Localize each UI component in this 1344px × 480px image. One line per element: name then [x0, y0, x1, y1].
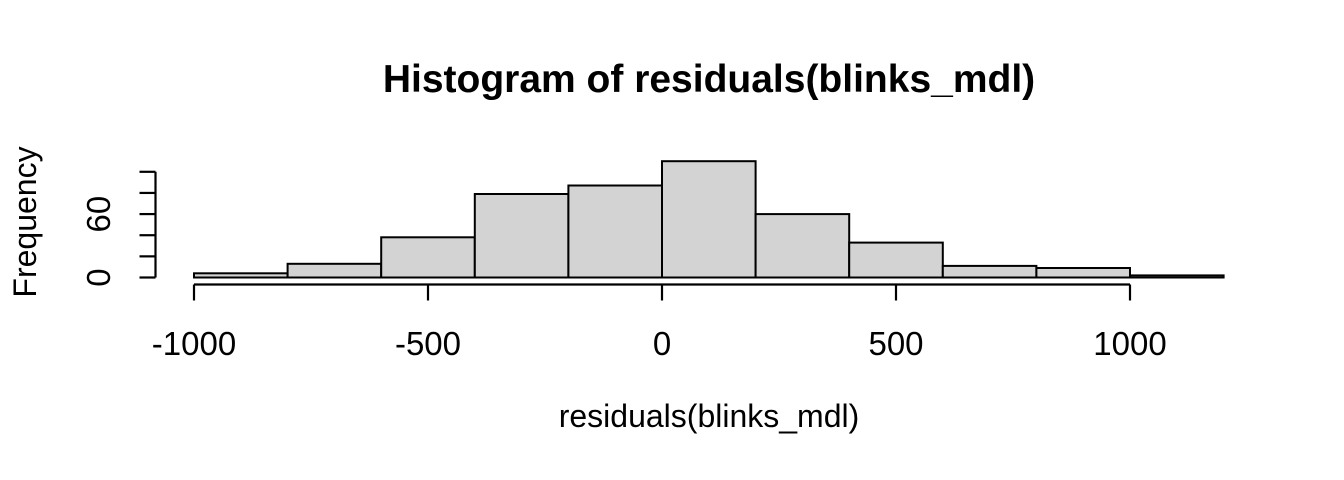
y-tick-label: 0	[80, 268, 117, 286]
x-tick-label: 500	[868, 325, 923, 362]
histogram-bar	[941, 264, 1038, 279]
histogram-bar	[286, 262, 383, 279]
x-tick-label: 0	[653, 325, 671, 362]
x-tick-label: -1000	[152, 325, 236, 362]
y-axis-label: Frequency	[7, 146, 43, 297]
histogram-bars	[193, 160, 1225, 279]
histogram-bar	[473, 193, 570, 279]
axes: -1000 -500 0 500 1000 0 60	[80, 170, 1167, 362]
histogram-bar	[1035, 267, 1132, 279]
chart-title: Histogram of residuals(blinks_mdl)	[383, 58, 1035, 101]
histogram-bar	[754, 213, 851, 279]
x-axis-label: residuals(blinks_mdl)	[559, 398, 860, 434]
y-tick-label: 60	[80, 196, 117, 233]
histogram-bar	[1129, 274, 1225, 279]
histogram-bar	[567, 184, 664, 279]
histogram-bar	[193, 272, 289, 279]
histogram-bar	[848, 241, 944, 279]
x-tick-label: -500	[395, 325, 461, 362]
histogram-bar	[661, 160, 757, 279]
x-tick-label: 1000	[1093, 325, 1166, 362]
histogram-bar	[380, 236, 476, 279]
